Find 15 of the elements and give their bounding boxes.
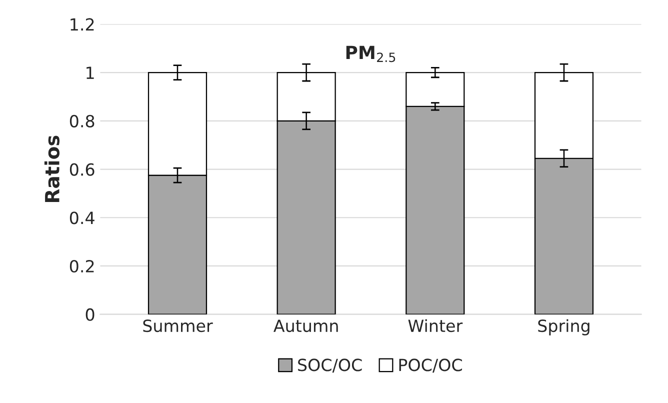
y-tick-label: 0.2 xyxy=(70,260,94,273)
y-tick-label: 0.4 xyxy=(70,212,94,224)
y-tick-label: 0.6 xyxy=(70,163,94,176)
legend-label: SOC/OC xyxy=(298,358,362,373)
y-axis-title: Ratios xyxy=(44,136,60,202)
y-tick-label: 0.8 xyxy=(70,114,94,128)
y-tick-label: 0 xyxy=(86,308,94,321)
text: PM$_{2.5}$ xyxy=(346,46,396,62)
x-tick-label: Spring xyxy=(538,319,590,336)
y-tick-label: 1 xyxy=(86,66,94,79)
y-tick-label: 1.2 xyxy=(70,18,94,31)
x-tick-label: Autumn xyxy=(274,320,338,332)
legend-label: POC/OC xyxy=(399,358,462,373)
x-tick-label: Summer xyxy=(143,319,213,332)
x-tick-label: Winter xyxy=(408,319,463,332)
